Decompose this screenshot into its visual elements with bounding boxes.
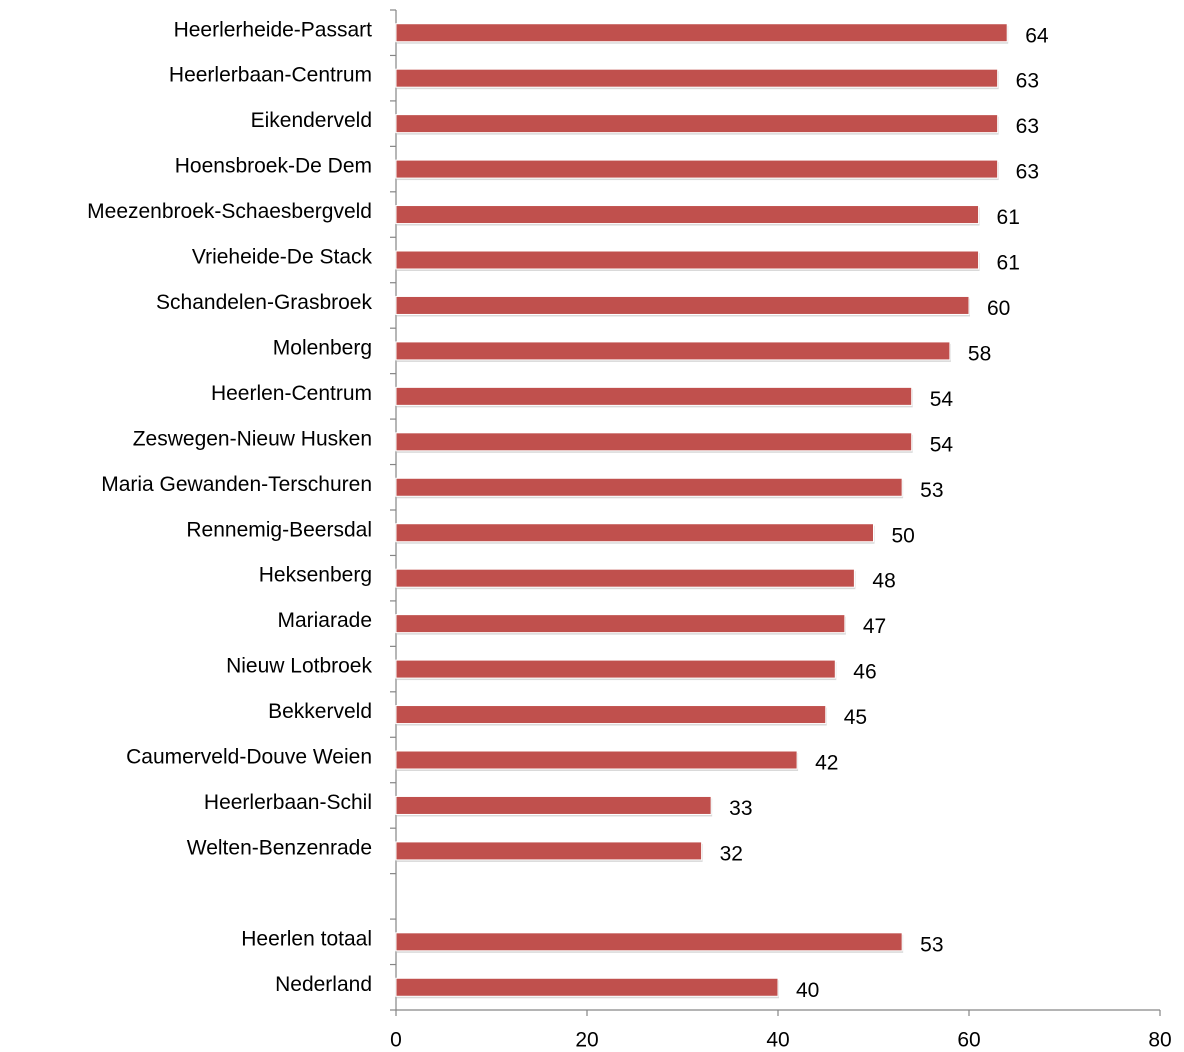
bar <box>395 23 1008 43</box>
bar <box>395 750 798 770</box>
y-tick-label: Molenberg <box>273 336 372 359</box>
x-tick-label: 20 <box>575 1029 598 1052</box>
value-label: 48 <box>872 570 895 593</box>
bar <box>395 341 951 361</box>
y-tick-label: Heerlen totaal <box>241 927 372 950</box>
value-label: 60 <box>987 297 1010 320</box>
value-label: 42 <box>815 752 838 775</box>
value-label: 40 <box>796 979 819 1002</box>
y-tick-label: Heerlerheide-Passart <box>174 18 373 41</box>
bar <box>395 614 846 634</box>
y-tick-label: Heksenberg <box>259 564 372 587</box>
value-label: 45 <box>844 706 867 729</box>
value-label: 54 <box>930 388 954 411</box>
y-tick-label: Bekkerveld <box>268 700 372 723</box>
y-tick-label: Hoensbroek-De Dem <box>175 155 372 178</box>
bar <box>395 250 980 270</box>
bar <box>395 432 913 452</box>
value-label: 33 <box>729 797 752 820</box>
value-label: 53 <box>920 479 943 502</box>
value-label: 63 <box>1016 161 1039 184</box>
value-label: 63 <box>1016 70 1039 93</box>
y-tick-label: Rennemig-Beersdal <box>186 518 372 541</box>
y-tick-label: Heerlerbaan-Centrum <box>169 64 372 87</box>
bar <box>395 841 703 861</box>
bar <box>395 68 999 88</box>
value-label: 46 <box>853 661 876 684</box>
bar <box>395 932 903 952</box>
bar <box>395 705 827 725</box>
y-tick-label: Mariarade <box>277 609 372 632</box>
y-tick-label: Vrieheide-De Stack <box>192 246 373 269</box>
x-tick-label: 60 <box>957 1029 980 1052</box>
value-label: 58 <box>968 342 991 365</box>
x-tick-label: 80 <box>1148 1029 1171 1052</box>
value-label: 32 <box>720 842 743 865</box>
x-tick-label: 0 <box>390 1029 402 1052</box>
y-tick-label: Meezenbroek-Schaesbergveld <box>87 200 372 223</box>
bar <box>395 659 836 679</box>
bar <box>395 523 874 543</box>
value-label: 61 <box>997 252 1020 275</box>
bar <box>395 114 999 134</box>
bar <box>395 295 970 315</box>
value-label: 54 <box>930 433 954 456</box>
x-tick-label: 40 <box>766 1029 789 1052</box>
bar <box>395 568 855 588</box>
y-tick-label: Eikenderveld <box>251 109 372 132</box>
y-tick-label: Heerlerbaan-Schil <box>204 791 372 814</box>
value-label: 63 <box>1016 115 1039 138</box>
value-label: 61 <box>997 206 1020 229</box>
y-tick-label: Zeswegen-Nieuw Husken <box>133 427 372 450</box>
bar <box>395 159 999 179</box>
bar <box>395 386 913 406</box>
value-label: 53 <box>920 933 943 956</box>
y-tick-label: Nederland <box>275 973 372 996</box>
y-tick-label: Schandelen-Grasbroek <box>156 291 372 314</box>
y-tick-label: Nieuw Lotbroek <box>226 655 372 678</box>
value-label: 50 <box>892 524 915 547</box>
y-tick-label: Heerlen-Centrum <box>211 382 372 405</box>
value-label: 47 <box>863 615 886 638</box>
y-tick-label: Maria Gewanden-Terschuren <box>101 473 372 496</box>
bar <box>395 205 980 225</box>
bar <box>395 477 903 497</box>
y-tick-label: Caumerveld-Douve Weien <box>126 746 372 769</box>
bar <box>395 977 779 997</box>
value-label: 64 <box>1025 24 1049 47</box>
bar <box>395 795 712 815</box>
y-tick-label: Welten-Benzenrade <box>187 836 372 859</box>
